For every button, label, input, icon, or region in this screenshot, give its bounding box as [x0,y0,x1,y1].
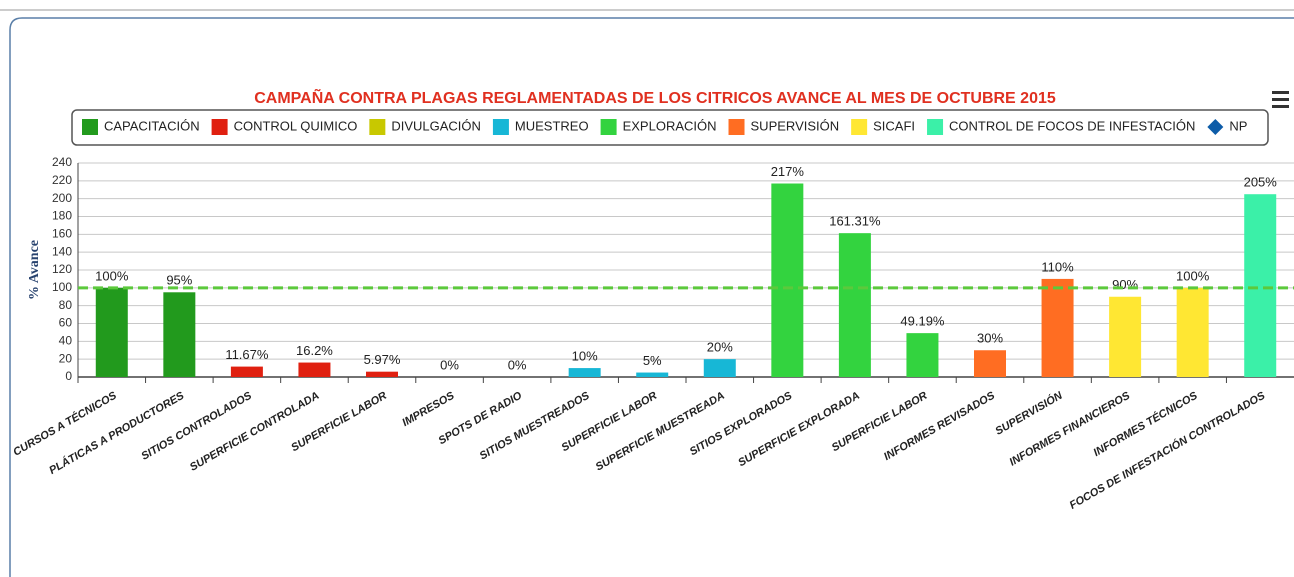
bar [1244,194,1277,377]
legend-label: SICAFI [873,118,915,133]
legend-label: MUESTREO [515,118,589,133]
x-tick-label: INFORMES TÉCNICOS [1091,389,1200,460]
x-tick-label: IMPRESOS [400,389,457,429]
value-label: 95% [166,273,192,288]
bar [298,362,331,377]
bar [568,368,601,377]
value-label: 0% [508,357,527,372]
y-tick-label: 0 [65,369,72,383]
legend-swatch [927,119,944,135]
chart-title: CAMPAÑA CONTRA PLAGAS REGLAMENTADAS DE L… [254,87,1056,107]
y-tick-label: 100 [52,280,72,294]
value-label: 100% [1176,268,1210,283]
value-label: 16.2% [296,343,333,358]
x-tick-label: INFORMES FINANCIEROS [1007,389,1132,468]
bar [636,372,669,377]
value-label: 217% [771,164,805,179]
legend-swatch [82,119,98,135]
value-label: 5% [643,353,662,368]
legend-label: CAPACITACIÓN [104,118,200,133]
legend-swatch [369,119,386,135]
value-label: 100% [95,268,129,283]
y-tick-label: 200 [52,191,72,205]
x-tick-label: SITIOS MUESTREADOS [478,389,593,462]
x-tick-label: SUPERFICIE EXPLORADA [736,390,862,469]
bar [703,359,736,377]
value-label: 205% [1244,175,1278,190]
bar [1176,287,1209,377]
y-tick-label: 20 [59,351,73,365]
value-label: 161.31% [829,214,881,229]
x-tick-label: SITIOS CONTROLADOS [139,389,254,462]
y-tick-label: 160 [52,227,72,241]
bar [974,350,1006,377]
y-tick-label: 80 [59,298,73,312]
bar [1109,296,1142,377]
legend-swatch [211,119,228,135]
legend-label: EXPLORACIÓN [623,118,717,133]
bar [366,371,398,377]
y-axis-label: % Avance [27,240,42,300]
bar [95,287,128,377]
menu-bar [1272,91,1289,94]
value-label: 10% [572,349,598,364]
y-tick-label: 180 [52,209,72,223]
legend-label: CONTROL QUIMICO [234,118,358,133]
legend-marker [1207,119,1224,135]
y-tick-label: 220 [52,173,72,187]
legend-label: DIVULGACIÓN [391,118,481,133]
x-tick-label: INFORMES REVISADOS [882,389,998,463]
bar [163,292,196,377]
legend-label: SUPERVISIÓN [751,118,840,133]
x-tick-label: SUPERFICIE CONTROLADA [188,390,322,474]
legend-swatch [600,119,617,135]
legend [71,109,1269,146]
menu-icon[interactable] [1272,91,1289,108]
bar [906,333,939,377]
x-tick-label: SUPERFICIE MUESTREADA [594,390,727,474]
value-label: 49.19% [900,314,945,329]
value-label: 110% [1041,259,1074,274]
value-label: 20% [707,340,733,355]
value-label: 0% [440,357,459,372]
y-tick-label: 140 [52,244,72,258]
y-tick-label: 40 [59,334,73,348]
value-label: 90% [1112,277,1138,292]
y-tick-label: 240 [52,155,72,169]
value-label: 5.97% [364,352,401,367]
y-tick-label: 60 [59,316,73,330]
legend-label: NP [1229,118,1247,133]
x-tick-label: PLÁTICAS A PRODUCTORES [47,389,187,477]
legend-swatch [728,119,745,135]
menu-bar [1272,98,1289,101]
legend-label: CONTROL DE FOCOS DE INFESTACIÓN [949,118,1195,133]
panel-frame [9,17,1294,577]
value-label: 11.67% [225,347,269,362]
menu-bar [1272,105,1289,108]
legend-swatch [851,119,868,135]
bar [838,233,871,377]
bar [1041,278,1074,377]
legend-swatch [492,119,509,135]
bar [230,366,263,377]
bar [771,183,804,377]
y-tick-label: 120 [52,262,72,276]
value-label: 30% [977,331,1003,346]
